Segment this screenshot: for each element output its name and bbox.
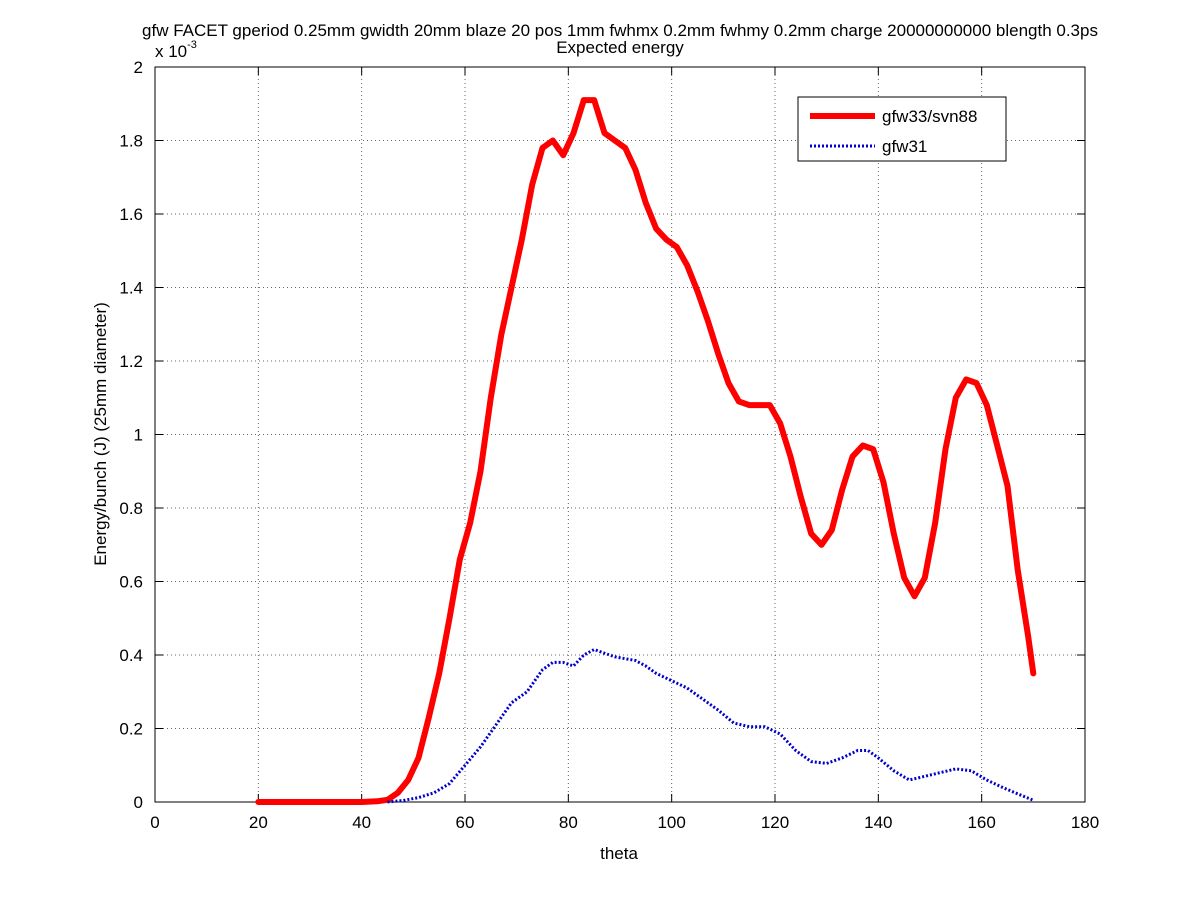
x-tick-label-2: 40 [352, 813, 371, 832]
y-tick-label-3: 0.6 [119, 573, 143, 592]
legend: gfw33/svn88 gfw31 [797, 96, 1007, 162]
y-tick-label-4: 0.8 [119, 499, 143, 518]
x-tick-label-0: 0 [150, 813, 159, 832]
y-axis-exponent-power: -3 [187, 39, 197, 51]
x-axis-label: theta [600, 844, 638, 863]
y-axis-label: Energy/bunch (J) (25mm diameter) [91, 302, 110, 566]
series-line-gfw33-svn88 [255, 97, 1037, 805]
chart-title: gfw FACET gperiod 0.25mm gwidth 20mm bla… [142, 21, 1098, 40]
y-tick-label-7: 1.4 [119, 279, 143, 298]
legend-label-gfw33: gfw33/svn88 [882, 107, 977, 126]
x-tick-label-4: 80 [559, 813, 578, 832]
y-tick-label-8: 1.6 [119, 205, 143, 224]
y-axis-exponent: x 10-3 [155, 39, 197, 61]
x-tick-label-3: 60 [456, 813, 475, 832]
y-tick-label-10: 2 [134, 58, 143, 77]
y-tick-label-6: 1.2 [119, 352, 143, 371]
y-tick-label-9: 1.8 [119, 132, 143, 151]
x-tick-label-9: 180 [1071, 813, 1099, 832]
x-tick-label-1: 20 [249, 813, 268, 832]
y-axis-exponent-base: x 10 [155, 42, 187, 61]
y-tick-label-5: 1 [134, 426, 143, 445]
chart-subtitle: Expected energy [556, 38, 684, 57]
x-tick-label-5: 100 [657, 813, 685, 832]
y-tick-label-0: 0 [134, 793, 143, 812]
series-line-gfw31 [387, 648, 1034, 804]
legend-box [797, 96, 1007, 162]
x-tick-label-7: 140 [864, 813, 892, 832]
y-tick-label-1: 0.2 [119, 720, 143, 739]
x-tick-label-6: 120 [761, 813, 789, 832]
y-tick-label-2: 0.4 [119, 646, 143, 665]
legend-label-gfw31: gfw31 [882, 137, 927, 156]
x-tick-label-8: 160 [967, 813, 995, 832]
plot-area: 0 20 40 60 80 100 120 140 160 180 0 0.2 0.4 0.6 0.8 1 1.… [119, 58, 1099, 832]
